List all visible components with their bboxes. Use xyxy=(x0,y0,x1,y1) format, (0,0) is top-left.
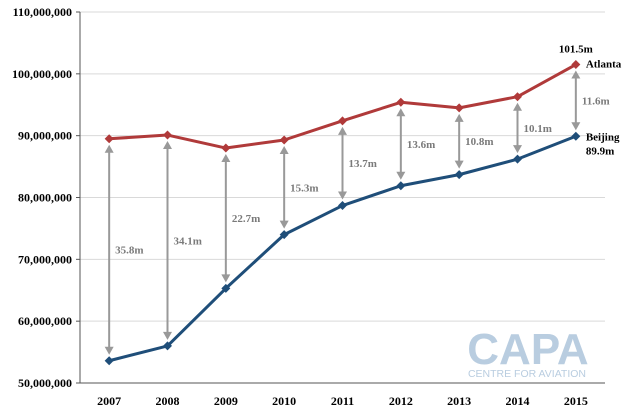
data-point xyxy=(221,283,231,293)
y-tick-label: 50,000,000 xyxy=(18,376,72,390)
data-point xyxy=(104,134,114,144)
data-point xyxy=(338,201,347,211)
y-tick-label: 100,000,000 xyxy=(12,67,72,81)
gap-label: 15.3m xyxy=(290,182,318,194)
gap-arrow: 13.7m xyxy=(338,126,377,200)
x-axis-ticks: 2007 2008 2009 2010 2011 2012 2013 2014 2015 xyxy=(97,394,588,408)
gap-arrow-head-up xyxy=(279,145,289,154)
x-tick-label: 2014 xyxy=(506,394,530,408)
x-tick-label: 2013 xyxy=(447,394,471,408)
gap-label: 13.6m xyxy=(407,139,435,151)
data-point xyxy=(396,97,406,107)
gap-label: 34.1m xyxy=(174,235,202,247)
y-tick-label: 70,000,000 xyxy=(18,252,72,266)
data-point xyxy=(163,341,172,351)
y-tick-label: 60,000,000 xyxy=(18,314,72,328)
gap-label: 11.6m xyxy=(582,95,610,107)
gap-arrow-head-up xyxy=(338,126,347,135)
data-point xyxy=(221,143,231,153)
x-tick-label: 2007 xyxy=(97,394,121,408)
x-tick-label: 2009 xyxy=(214,394,238,408)
series-atlanta xyxy=(104,60,581,153)
x-tick-label: 2012 xyxy=(389,394,413,408)
gap-arrow-head-down xyxy=(571,122,581,131)
y-tick-label: 90,000,000 xyxy=(18,129,72,143)
series-name-label: Atlanta xyxy=(586,59,622,71)
end-value-label: 89.9m xyxy=(586,145,614,157)
gap-arrow: 10.8m xyxy=(454,113,494,169)
data-point xyxy=(571,131,581,141)
gap-arrow-head-up xyxy=(104,144,114,153)
x-tick-label: 2008 xyxy=(156,394,180,408)
gap-arrow-head-down xyxy=(163,331,172,340)
data-point xyxy=(104,356,114,366)
gap-arrow-head-up xyxy=(396,108,406,117)
gap-arrow: 11.6m xyxy=(571,70,610,131)
gap-arrow: 10.1m xyxy=(513,102,552,154)
gap-arrow-head-up xyxy=(221,154,231,163)
gap-arrow: 34.1m xyxy=(163,141,202,340)
data-point xyxy=(571,60,581,70)
data-point xyxy=(279,230,289,240)
gap-arrow-head-up xyxy=(454,113,464,122)
data-point xyxy=(454,103,464,113)
gap-label: 13.7m xyxy=(349,158,377,170)
data-point xyxy=(396,181,406,191)
data-point xyxy=(279,135,289,145)
gap-arrow: 35.8m xyxy=(104,144,144,355)
data-point xyxy=(454,170,464,180)
x-tick-label: 2010 xyxy=(272,394,296,408)
series-beijing xyxy=(104,131,581,366)
x-tick-label: 2015 xyxy=(564,394,588,408)
series-lines xyxy=(104,60,581,366)
gap-arrow-head-down xyxy=(396,171,406,180)
gap-label: 35.8m xyxy=(115,245,143,257)
gap-arrow-head-down xyxy=(338,191,347,200)
gap-arrow: 15.3m xyxy=(279,145,319,229)
gap-arrow-head-down xyxy=(513,145,522,154)
data-point xyxy=(163,130,172,140)
data-point xyxy=(513,92,522,102)
gap-arrow-head-down xyxy=(104,346,114,355)
gap-label: 10.8m xyxy=(465,136,493,148)
gap-label: 10.1m xyxy=(524,123,552,135)
gap-arrow-head-down xyxy=(454,160,464,169)
gap-arrows: 35.8m 34.1m 22.7m 15.3m 13.7m 13.6m 10.8m 10.1m… xyxy=(104,70,610,355)
gap-arrow-head-down xyxy=(279,220,289,229)
gap-arrow: 22.7m xyxy=(221,154,260,283)
end-value-label: 101.5m xyxy=(559,44,593,56)
gap-arrow-head-up xyxy=(163,141,172,150)
data-point xyxy=(513,154,522,164)
capa-logo-watermark: CAPA CENTRE FOR AVIATION xyxy=(467,325,588,380)
series-end-labels: 101.5m Atlanta Beijing 89.9m xyxy=(559,44,622,158)
y-axis-ticks: 50,000,000 60,000,000 70,000,000 80,000,000… xyxy=(12,5,80,390)
series-name-label: Beijing xyxy=(586,131,620,143)
x-tick-label: 2011 xyxy=(331,394,354,408)
gap-arrow-head-up xyxy=(513,102,522,111)
gap-arrow: 13.6m xyxy=(396,108,435,180)
logo-text: CAPA xyxy=(467,325,588,374)
y-tick-label: 80,000,000 xyxy=(18,191,72,205)
logo-tagline: CENTRE FOR AVIATION xyxy=(468,368,586,380)
gap-label: 22.7m xyxy=(232,213,260,225)
gap-arrow-head-up xyxy=(571,70,581,79)
y-tick-label: 110,000,000 xyxy=(13,5,72,19)
data-point xyxy=(338,116,347,126)
gap-arrow-head-down xyxy=(221,274,231,283)
